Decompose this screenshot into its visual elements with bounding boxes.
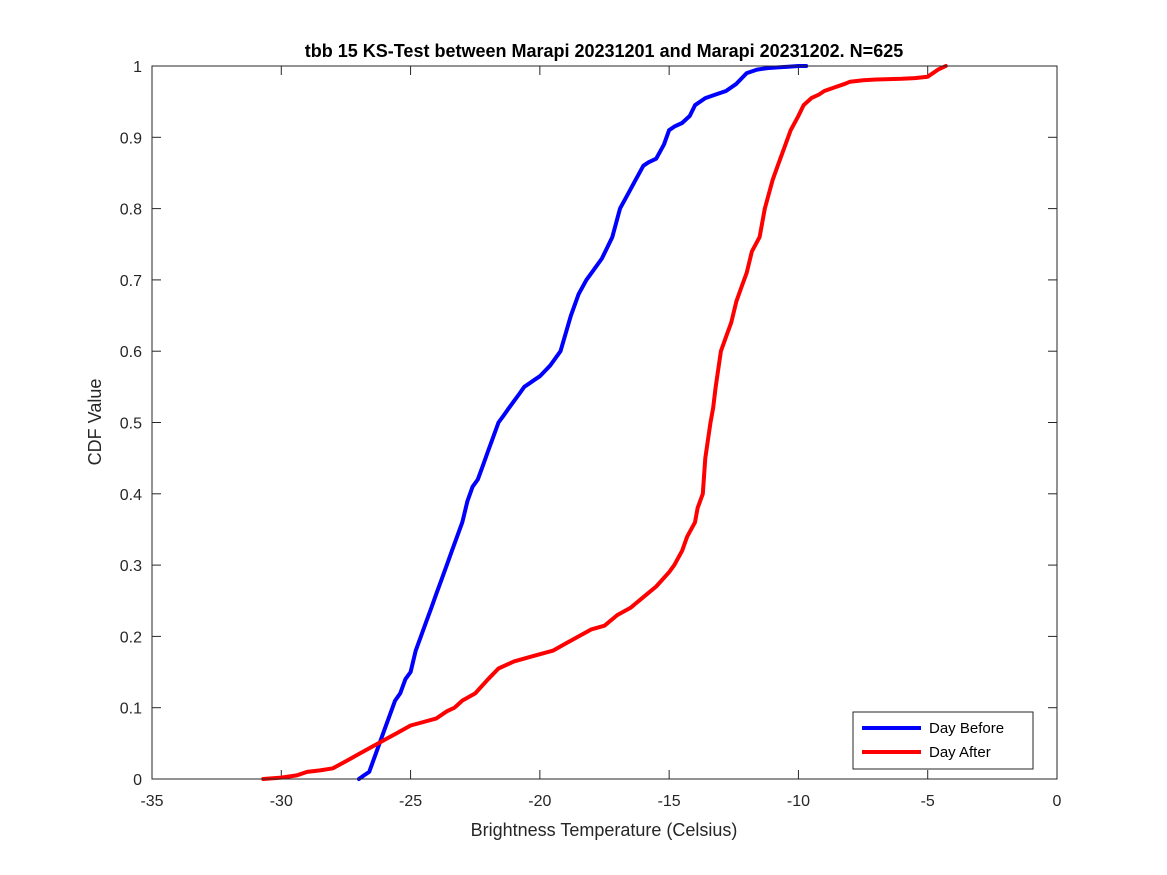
x-tick-label: -30: [270, 793, 293, 810]
x-tick-label: 0: [1053, 793, 1062, 810]
y-tick-label: 0: [133, 772, 142, 789]
series-line-day-before: [356, 64, 809, 781]
legend-label: Day Before: [929, 720, 1004, 737]
y-tick-label: 0.5: [120, 416, 142, 433]
x-tick-label: -25: [399, 793, 422, 810]
x-tick-label: -15: [658, 793, 681, 810]
legend: Day Before Day After: [852, 711, 1034, 770]
series-lines: [261, 64, 948, 781]
axis-ticks: -35 -30 -25 -20 -15 -10 -5 0 0 0.1 0.2 0.3 0.4 0.5 0.6…: [120, 59, 1062, 810]
y-tick-label: 0.2: [120, 629, 142, 646]
x-tick-label: -20: [528, 793, 551, 810]
x-tick-label: -10: [787, 793, 810, 810]
x-axis-label: Brightness Temperature (Celsius): [471, 820, 738, 840]
y-tick-label: 0.1: [120, 701, 142, 718]
legend-label: Day After: [929, 744, 991, 761]
legend-box: [852, 711, 1034, 770]
y-tick-label: 0.7: [120, 273, 142, 290]
series-line-day-after: [261, 64, 948, 781]
chart-title: tbb 15 KS-Test between Marapi 20231201 a…: [305, 41, 903, 61]
x-tick-label: -5: [921, 793, 935, 810]
y-tick-label: 0.6: [120, 344, 142, 361]
y-tick-label: 0.9: [120, 130, 142, 147]
x-tick-label: -35: [140, 793, 163, 810]
y-tick-label: 0.8: [120, 202, 142, 219]
y-tick-label: 0.3: [120, 558, 142, 575]
y-tick-label: 0.4: [120, 487, 142, 504]
y-tick-label: 1: [133, 59, 142, 76]
plot-frame: [151, 65, 1058, 780]
y-axis-label: CDF Value: [85, 379, 105, 466]
plot-area: [152, 66, 1057, 779]
